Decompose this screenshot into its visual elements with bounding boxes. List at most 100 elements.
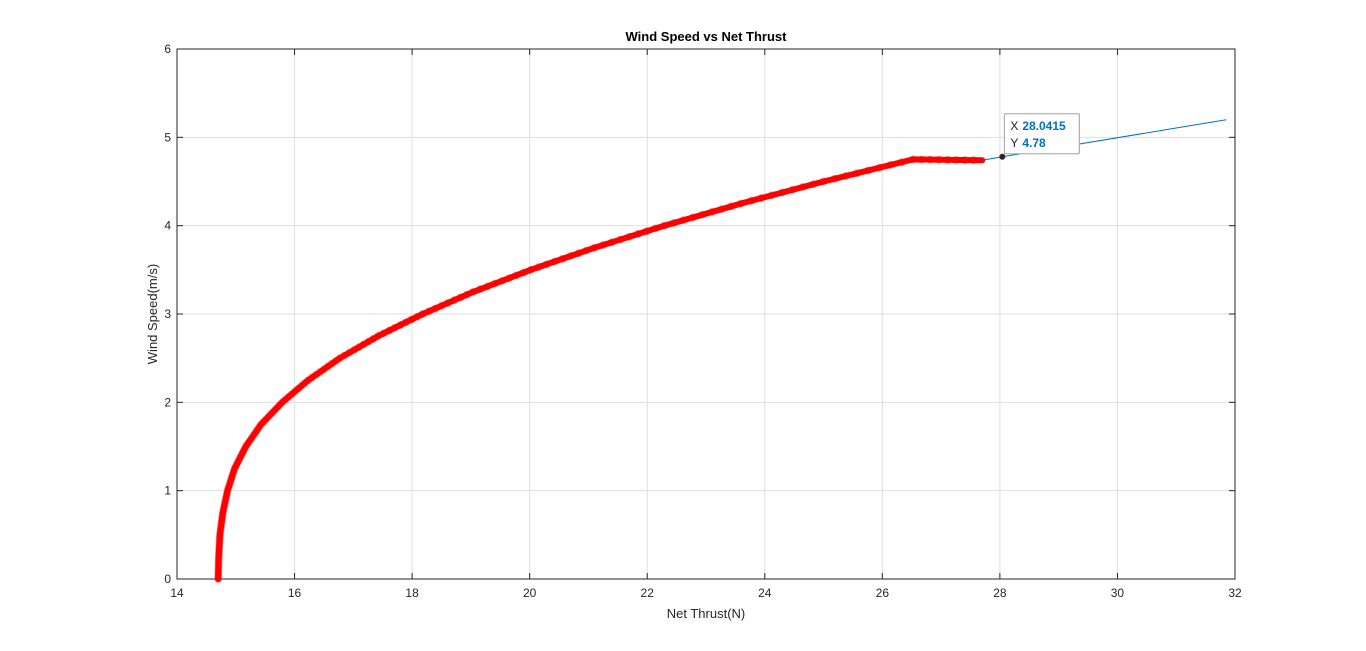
series-marker <box>220 500 229 509</box>
series-marker <box>236 453 245 462</box>
series-marker <box>599 241 607 249</box>
series-marker <box>217 519 226 528</box>
datatip-y-value: 4.78 <box>1022 136 1046 150</box>
x-axis-label: Net Thrust(N) <box>667 606 746 621</box>
series-marker <box>961 156 969 164</box>
series-marker <box>809 180 818 189</box>
series-marker <box>819 177 828 186</box>
series-marker <box>215 533 224 542</box>
series-marker <box>634 230 642 238</box>
series-marker <box>519 268 528 277</box>
x-tick-label: 16 <box>288 586 302 600</box>
series-marker <box>767 191 776 200</box>
series-marker <box>230 464 239 473</box>
series-marker <box>669 219 678 227</box>
series-marker <box>830 174 839 183</box>
series-marker <box>679 216 688 225</box>
x-tick-label: 20 <box>523 586 537 600</box>
y-tick-label: 1 <box>164 484 171 498</box>
series-marker <box>483 282 492 291</box>
series-marker <box>582 246 591 255</box>
series-marker <box>736 199 745 208</box>
series-marker <box>216 525 225 534</box>
series-marker <box>413 312 422 321</box>
series-marker <box>651 224 660 233</box>
series-marker <box>253 426 262 434</box>
series-marker <box>935 155 943 164</box>
series-marker <box>717 205 726 214</box>
series-marker <box>228 470 237 479</box>
series-marker <box>574 249 583 258</box>
y-tick-label: 0 <box>164 572 171 586</box>
datatip-box[interactable] <box>1003 113 1080 155</box>
series-marker <box>407 315 416 324</box>
series-marker <box>215 541 224 550</box>
series-marker <box>217 517 226 525</box>
series-marker <box>273 403 281 412</box>
datatip[interactable]: X 28.0415 Y 4.78 <box>999 113 1080 160</box>
series-marker <box>340 351 349 360</box>
series-marker <box>534 263 543 271</box>
series-marker <box>233 459 242 467</box>
datatip-x-value: 28.0415 <box>1022 119 1066 133</box>
series-marker <box>607 238 616 247</box>
series-marker <box>275 401 284 409</box>
series-marker <box>214 566 223 575</box>
series-marker <box>214 564 223 572</box>
datatip-y-key: Y <box>1010 136 1018 150</box>
series-marker <box>228 472 236 481</box>
series-marker <box>625 232 634 241</box>
series-marker <box>542 260 551 269</box>
series-marker <box>214 575 223 583</box>
series-marker <box>335 354 344 363</box>
series-marker <box>708 207 716 216</box>
series-marker <box>498 276 506 285</box>
series-marker <box>245 437 254 445</box>
series-marker <box>267 409 276 418</box>
series-marker <box>331 357 340 365</box>
series-marker <box>418 310 427 318</box>
series-marker <box>616 235 625 244</box>
series-marker <box>324 362 332 371</box>
series-marker <box>220 503 228 512</box>
series-marker <box>308 373 316 382</box>
series-marker <box>853 169 861 178</box>
series-marker <box>917 155 926 164</box>
series-marker <box>747 196 755 205</box>
series-marker <box>278 398 287 407</box>
series-marker <box>505 274 514 283</box>
series-marker <box>778 188 787 197</box>
chart-title: Wind Speed vs Net Thrust <box>626 29 788 44</box>
series-marker <box>249 431 258 440</box>
series-marker <box>232 461 240 470</box>
series-marker <box>526 265 535 274</box>
series-marker <box>476 285 485 294</box>
series-marker <box>875 163 884 172</box>
series-marker <box>444 299 452 307</box>
axis-ticks: 14 16 18 20 22 24 26 28 30 32 0 1 2 3 4 5 6 <box>164 42 1242 600</box>
series-marker <box>247 434 256 443</box>
series-marker <box>216 528 225 536</box>
series-marker <box>223 486 232 495</box>
series-marker <box>312 370 320 379</box>
series-layer <box>214 119 1227 583</box>
series-marker <box>262 414 271 423</box>
y-tick-label: 5 <box>164 130 171 144</box>
series-marker <box>259 417 268 426</box>
series-marker <box>316 368 324 376</box>
series-marker <box>291 387 300 396</box>
series-marker <box>284 392 293 401</box>
x-tick-label: 28 <box>993 586 1007 600</box>
series-marker <box>369 334 378 343</box>
series-marker <box>214 561 223 570</box>
series-marker <box>241 442 250 451</box>
datatip-marker[interactable] <box>999 153 1006 160</box>
series-marker <box>214 572 223 581</box>
series-marker <box>689 213 697 222</box>
y-tick-label: 6 <box>164 42 171 56</box>
series-marker <box>456 293 465 302</box>
series-marker <box>798 183 807 191</box>
series-marker <box>425 307 433 316</box>
series-marker <box>886 161 895 169</box>
series-marker <box>257 420 265 429</box>
